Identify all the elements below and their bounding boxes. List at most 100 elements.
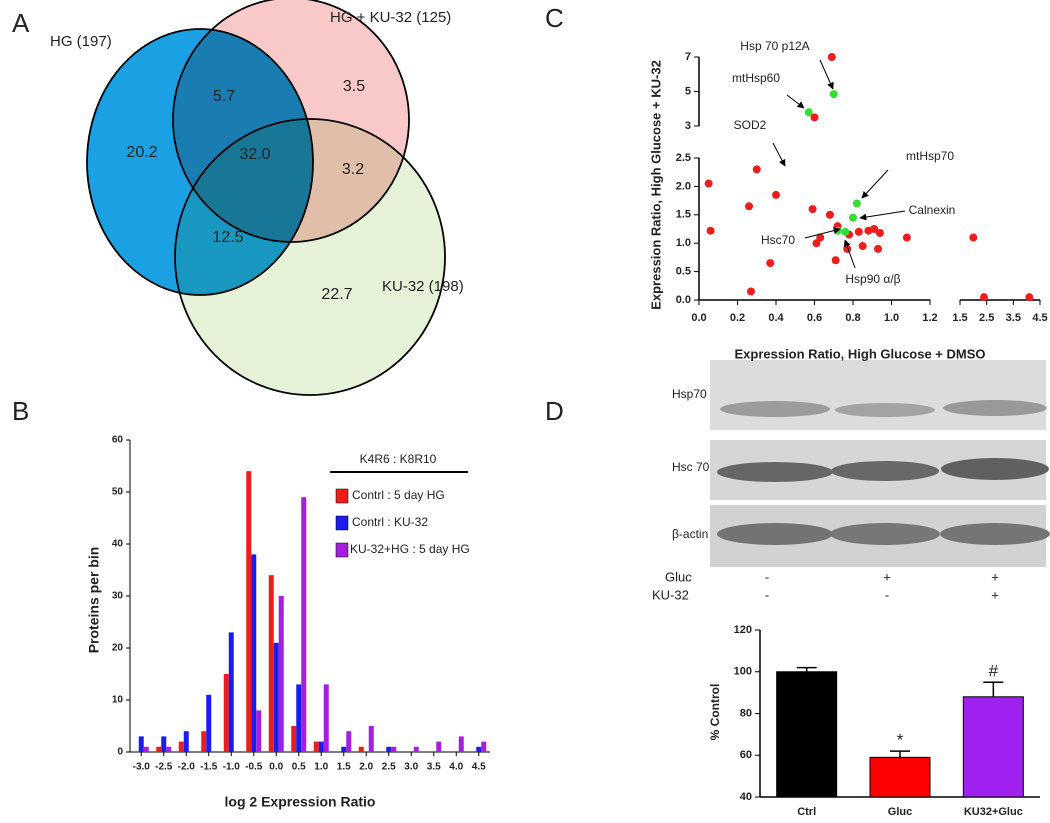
bar (273, 642, 279, 752)
x-tick-label: 0.0 (269, 762, 283, 773)
annotation: mtHsp60 (732, 71, 780, 85)
region-value: 22.7 (321, 286, 352, 303)
x-tick-label: 3.0 (404, 762, 418, 773)
x-tick-label: 2.5 (382, 762, 396, 773)
x-tick-label: 1.5 (952, 312, 967, 324)
y-tick-label: 80 (740, 707, 752, 719)
point (829, 90, 838, 99)
x-tick-label: 4.0 (449, 762, 463, 773)
bar (278, 596, 284, 752)
bar (138, 736, 144, 752)
significance-mark: * (897, 731, 904, 750)
x-tick-label: 3.5 (427, 762, 441, 773)
point (874, 244, 883, 253)
set-label: KU-32 (198) (382, 278, 464, 295)
bar (386, 746, 392, 752)
blot-row-label: Hsc 70 (672, 460, 710, 474)
set-label: HG + KU-32 (125) (330, 9, 451, 26)
treatment-label: Gluc (665, 569, 692, 584)
blot-image (710, 360, 1050, 567)
annotation-arrow (819, 59, 834, 90)
region-value: 32.0 (239, 146, 270, 163)
y-tick-label: 60 (112, 435, 124, 446)
y-tick-label: 100 (734, 666, 752, 678)
legend-swatch (335, 488, 349, 504)
x-tick-label: 0.5 (292, 762, 306, 773)
y-tick-label: 40 (112, 539, 124, 550)
bar (183, 731, 189, 752)
bar (251, 554, 257, 752)
region-value: 3.5 (343, 78, 365, 95)
region-value: 5.7 (213, 88, 235, 105)
bar (962, 696, 1024, 798)
blot-row-label: β-actin (672, 527, 708, 541)
y-tick-label: 10 (112, 695, 124, 706)
panel-label: B (12, 396, 29, 426)
y-tick-label: 2.0 (676, 180, 691, 192)
x-tick-label: -1.0 (223, 762, 241, 773)
annotation: mtHsp70 (906, 149, 954, 163)
legend-label: Contrl : KU-32 (352, 515, 428, 529)
bar (413, 746, 419, 752)
y-tick-label: 60 (740, 749, 752, 761)
point (980, 293, 988, 302)
bar (268, 575, 274, 752)
annotation: SOD2 (734, 118, 767, 132)
bar (156, 746, 162, 752)
y-tick-label: 1.0 (676, 237, 691, 249)
bar (228, 632, 234, 752)
x-tick-label: -2.0 (178, 762, 196, 773)
point (875, 228, 884, 237)
bar (346, 731, 352, 752)
bar (256, 710, 262, 752)
x-tick-label: 0.4 (768, 312, 784, 324)
y-tick-label: 40 (740, 791, 752, 803)
treatment-label: KU-32 (652, 587, 689, 602)
annotation-arrow (859, 210, 906, 221)
region-value: 3.2 (342, 161, 364, 178)
annotation: Calnexin (909, 203, 956, 217)
annotation-arrow (772, 142, 786, 167)
bar (776, 671, 838, 798)
treatment-sign: + (991, 569, 999, 584)
bar (476, 746, 482, 752)
bar (178, 741, 184, 752)
point (831, 256, 840, 265)
y-axis-label: Proteins per bin (86, 547, 102, 654)
y-tick-label: 0.0 (676, 294, 691, 306)
panel-label: D (545, 396, 564, 426)
y-tick-label: 0.5 (676, 266, 691, 278)
legend-title: K4R6 : K8R10 (360, 452, 437, 466)
x-tick-label: 1.0 (314, 762, 328, 773)
point (825, 210, 834, 219)
venn-outline (174, 118, 446, 396)
annotation-arrow (804, 227, 841, 239)
point (816, 233, 825, 242)
venn-set (175, 119, 445, 395)
bar (166, 746, 172, 752)
annotation-arrow (786, 94, 805, 109)
bar (341, 746, 347, 752)
bar (481, 741, 487, 752)
x-tick-label: -1.5 (200, 762, 218, 773)
bar (201, 731, 207, 752)
point (870, 225, 879, 233)
y-axis-label: % Control (708, 684, 722, 741)
x-tick-label: Ctrl (797, 806, 816, 818)
y-tick-label: 0 (117, 747, 123, 758)
bar (301, 497, 307, 752)
point (827, 53, 836, 61)
point (808, 205, 817, 214)
y-tick-label: 30 (112, 591, 124, 602)
treatment-sign: + (883, 569, 891, 584)
bar (358, 746, 364, 752)
point (854, 227, 863, 236)
annotation: Hsc70 (761, 233, 795, 247)
bar (323, 684, 329, 752)
venn (87, 0, 445, 395)
y-tick-label: 120 (734, 624, 752, 636)
point (704, 179, 713, 188)
bar (391, 746, 397, 752)
venn-outline (172, 0, 410, 243)
x-tick-label: 1.2 (922, 312, 937, 324)
